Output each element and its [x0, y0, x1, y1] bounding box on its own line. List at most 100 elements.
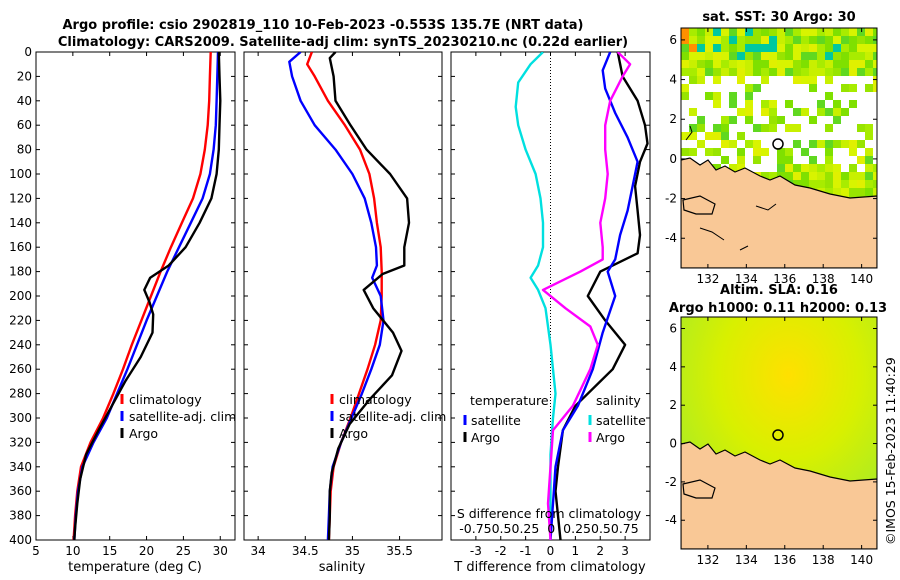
sst-cell [777, 148, 785, 156]
sst-map-title: sat. SST: 30 Argo: 30 [702, 10, 855, 25]
sst-cell [737, 108, 745, 116]
sst-cell [785, 28, 793, 36]
sst-cell [801, 172, 809, 180]
sst-cell [793, 60, 801, 68]
sst-cell [689, 36, 697, 44]
temperature-panel: 0 20 40 60 80 100 120 140 160 180 200 220 240 260 280 3… [9, 45, 236, 575]
sst-cell [849, 180, 857, 188]
sst-cell [689, 132, 697, 140]
sst-cell [681, 132, 689, 140]
sst-cell [857, 60, 865, 68]
sst-cell [793, 68, 801, 76]
y-tick-label: -4 [665, 231, 677, 245]
sst-cell [753, 36, 761, 44]
sst-cell [793, 164, 801, 172]
legend-label: satellite-adj. clim [339, 409, 446, 424]
sst-cell [857, 68, 865, 76]
y-tick-label: 220 [9, 313, 32, 327]
sst-cell [737, 36, 745, 44]
temperature-axes-box [35, 51, 236, 541]
sst-cell [769, 100, 777, 108]
sst-cell [817, 28, 825, 36]
imos-watermark: ©IMOS 15-Feb-2023 11:40:29 [883, 357, 898, 545]
x-tick-label: 132 [696, 553, 719, 567]
sst-cell [841, 36, 849, 44]
temperature-x-axis: 5 10 15 20 25 30 [32, 52, 228, 558]
sst-cell [745, 52, 753, 60]
x-tick-label: 2 [596, 544, 604, 558]
sst-cell [769, 108, 777, 116]
sst-cell [841, 28, 849, 36]
sst-cell [801, 28, 809, 36]
sst-cell [801, 180, 809, 188]
sst-cell [777, 68, 785, 76]
sst-cell [833, 108, 841, 116]
sst-cell [865, 44, 873, 52]
sst-cell [705, 36, 713, 44]
y-tick-label: 380 [9, 509, 32, 523]
sst-cell [721, 140, 729, 148]
sst-cell [833, 164, 841, 172]
sst-cell [753, 124, 761, 132]
x-tick-label: 35.5 [386, 544, 413, 558]
sst-cell [713, 164, 721, 172]
x-tick-label: 5 [32, 544, 40, 558]
legend-label: satellite-adj. clim [129, 409, 236, 424]
sst-cell [769, 60, 777, 68]
p3-series-salinity-argo [541, 52, 632, 540]
sst-cell [729, 52, 737, 60]
sst-cell [865, 156, 873, 164]
sst-cell [793, 52, 801, 60]
y-tick-label: 320 [9, 435, 32, 449]
sst-cell [817, 180, 825, 188]
sst-cell [713, 148, 721, 156]
sst-cell [713, 92, 721, 100]
sst-cell [785, 156, 793, 164]
sst-cell [745, 140, 753, 148]
x-tick-label: 20 [139, 544, 154, 558]
sst-land [681, 157, 877, 268]
sst-cell [825, 148, 833, 156]
sst-cell [833, 52, 841, 60]
sla-map: Altim. SLA: 0.16 Argo h1000: 0.11 h2000:… [665, 283, 887, 567]
x-tick-label: -2 [495, 544, 507, 558]
sst-cell [833, 36, 841, 44]
sst-cell [817, 108, 825, 116]
sst-cell [705, 28, 713, 36]
sst-cell [769, 124, 777, 132]
sst-cell [833, 60, 841, 68]
sst-cell [817, 36, 825, 44]
x-tick-label: 30 [213, 544, 228, 558]
sst-cell [785, 36, 793, 44]
sst-cell [809, 68, 817, 76]
sst-cell [753, 52, 761, 60]
sst-cell [753, 148, 761, 156]
x-tick-label: 34 [251, 544, 266, 558]
y-tick-label: -2 [665, 475, 677, 489]
sst-cell [729, 92, 737, 100]
y-tick-label: 240 [9, 338, 32, 352]
sst-cell [833, 140, 841, 148]
salinity-lines [288, 52, 411, 540]
sst-cell [809, 156, 817, 164]
sst-cell [865, 180, 873, 188]
sst-cell [865, 52, 873, 60]
y-tick-label: 6 [669, 322, 677, 336]
sst-cell [721, 60, 729, 68]
sst-cell [793, 44, 801, 52]
y-tick-label: 180 [9, 265, 32, 279]
sst-cell [809, 60, 817, 68]
sst-cell [761, 52, 769, 60]
sst-cell [849, 100, 857, 108]
sst-cell [729, 60, 737, 68]
sst-cell [809, 28, 817, 36]
sst-cell [825, 76, 833, 84]
sst-cell [825, 68, 833, 76]
figure-title-line1: Argo profile: csio 2902819_110 10-Feb-20… [63, 18, 584, 33]
legend-label: Argo [129, 426, 158, 441]
sst-cell [729, 28, 737, 36]
x-tick-label: 35 [345, 544, 360, 558]
sst-cell [721, 124, 729, 132]
sst-cell [729, 140, 737, 148]
sst-cell [769, 36, 777, 44]
